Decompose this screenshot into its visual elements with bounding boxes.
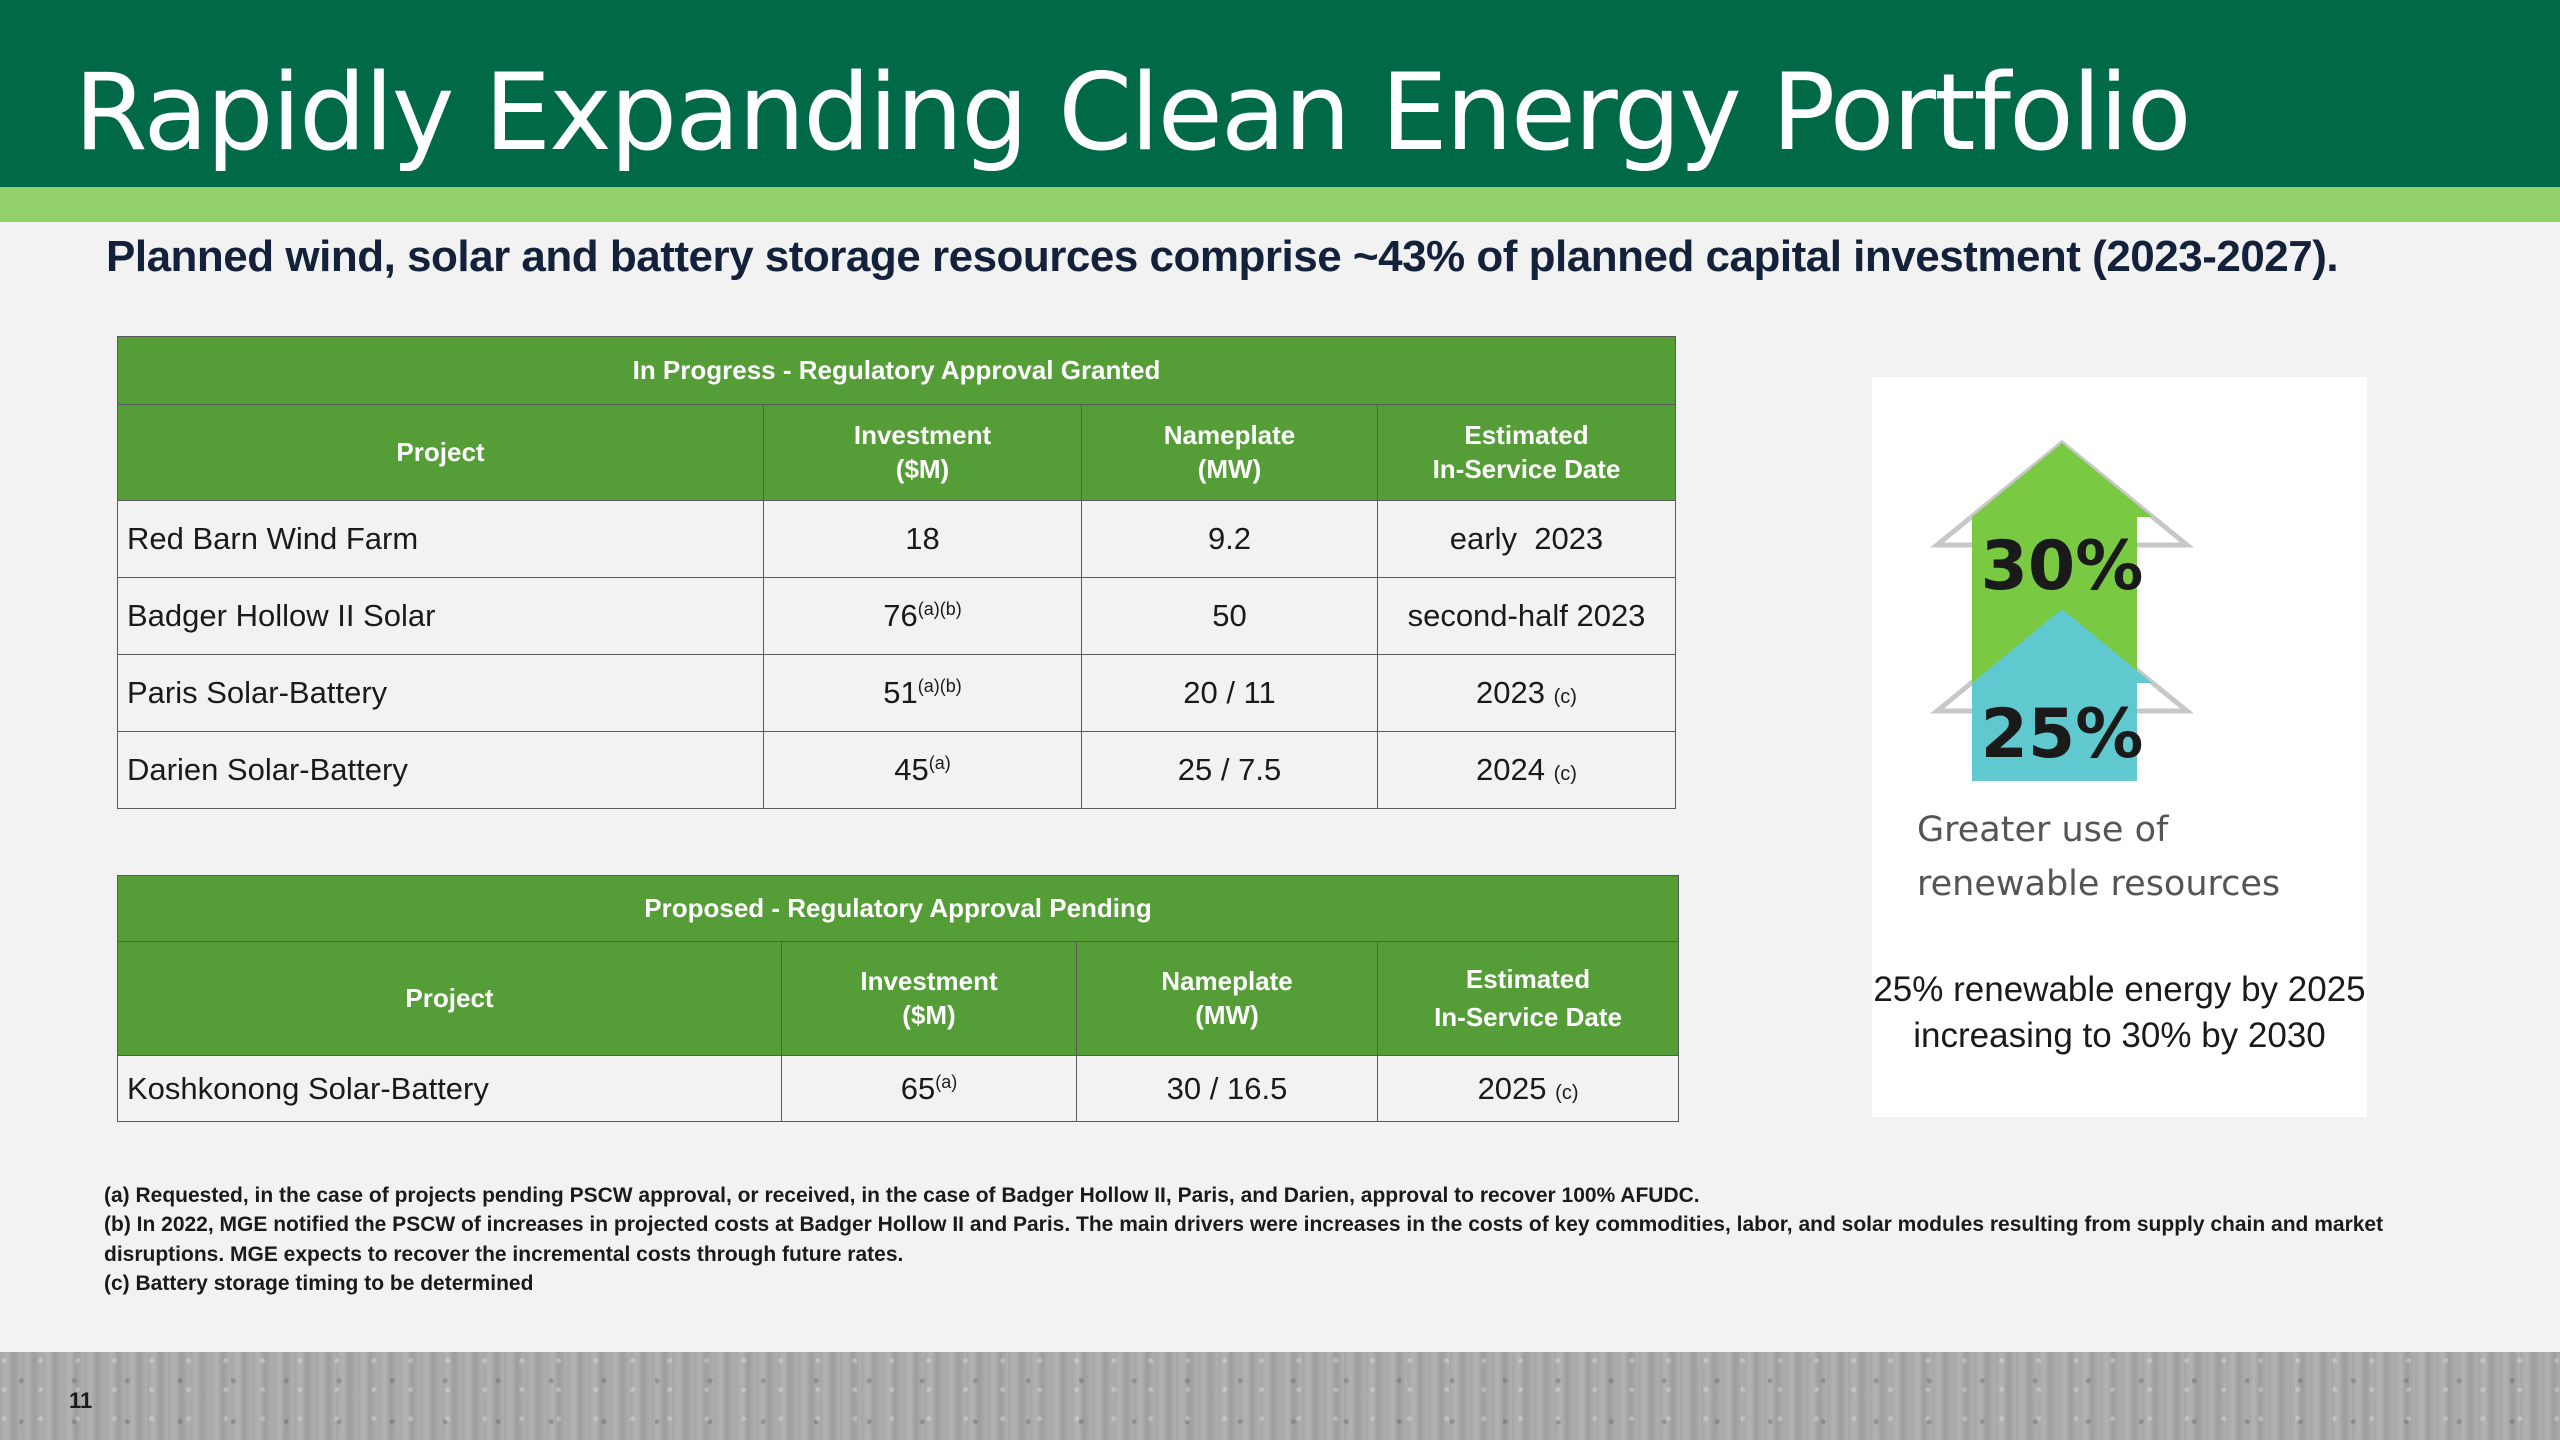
investment-cell: 51(a)(b) [763,654,1082,732]
investment-cell: 65(a) [781,1055,1077,1122]
in-service-date-cell: 2024 (c) [1377,731,1676,809]
slide-subtitle: Planned wind, solar and battery storage … [106,232,2339,281]
column-header-in-service-date: Estimated In-Service Date [1376,941,1680,1056]
in-progress-projects-table: In Progress - Regulatory Approval Grante… [117,336,1676,809]
nameplate-cell: 30 / 16.5 [1076,1055,1378,1122]
title-bar [0,0,2560,187]
table-row: Red Barn Wind Farm 18 9.2 early 2023 [117,500,1676,578]
table-caption: Proposed - Regulatory Approval Pending [116,875,1680,942]
column-header-project: Project [117,941,782,1056]
arrow-top-label: 30% [1981,527,2144,606]
project-name: Red Barn Wind Farm [117,500,764,578]
footer-texture-band [0,1352,2560,1440]
renewable-target-text: 25% renewable energy by 2025 increasing … [1872,967,2367,1058]
project-name: Badger Hollow II Solar [117,577,764,655]
graphic-caption-line1: Greater use of [1917,810,2169,850]
investment-cell: 76(a)(b) [763,577,1082,655]
column-header-nameplate: Nameplate (MW) [1076,941,1378,1056]
investment-cell: 18 [763,500,1082,578]
renewable-arrows-graphic: 30% 25% [1929,439,2195,781]
graphic-caption-line2: renewable resources [1917,864,2281,904]
project-name: Koshkonong Solar-Battery [117,1055,782,1122]
renewable-target-line1: 25% renewable energy by 2025 [1873,970,2366,1009]
column-header-project: Project [117,404,764,501]
footnotes: (a) Requested, in the case of projects p… [104,1181,2504,1299]
slide-title: Rapidly Expanding Clean Energy Portfolio [74,51,2192,174]
column-header-investment: Investment ($M) [781,941,1077,1056]
project-name: Darien Solar-Battery [117,731,764,809]
in-service-date-cell: 2023 (c) [1377,654,1676,732]
in-service-date-cell: 2025 (c) [1376,1055,1680,1122]
renewable-goals-panel: 30% 25% Greater use of renewable resourc… [1872,377,2367,1117]
table-row: Darien Solar-Battery 45(a) 25 / 7.5 2024… [117,731,1676,809]
nameplate-cell: 50 [1081,577,1378,655]
renewable-target-line2: increasing to 30% by 2030 [1913,1015,2326,1055]
nameplate-cell: 9.2 [1081,500,1378,578]
investment-cell: 45(a) [763,731,1082,809]
green-up-arrow-icon [1972,443,2152,707]
table-caption: In Progress - Regulatory Approval Grante… [117,336,1676,405]
column-header-nameplate: Nameplate (MW) [1081,404,1378,501]
footnote-a: (a) Requested, in the case of projects p… [104,1184,1700,1207]
arrow-bottom-label: 25% [1981,695,2144,774]
teal-up-arrow-icon [1972,609,2152,781]
project-name: Paris Solar-Battery [117,654,764,732]
in-service-date-cell: early 2023 [1377,500,1676,578]
column-header-in-service-date: Estimated In-Service Date [1377,404,1676,501]
table-row: Badger Hollow II Solar 76(a)(b) 50 secon… [117,577,1676,655]
proposed-projects-table: Proposed - Regulatory Approval Pending P… [116,875,1680,1122]
table-row: Paris Solar-Battery 51(a)(b) 20 / 11 202… [117,654,1676,732]
nameplate-cell: 25 / 7.5 [1081,731,1378,809]
in-service-date-cell: second-half 2023 [1377,577,1676,655]
table-row: Koshkonong Solar-Battery 65(a) 30 / 16.5… [117,1055,1680,1122]
title-accent-stripe [0,187,2560,222]
column-header-investment: Investment ($M) [763,404,1082,501]
page-number: 11 [69,1388,93,1413]
footnote-c: (c) Battery storage timing to be determi… [104,1272,534,1296]
footnote-b: (b) In 2022, MGE notified the PSCW of in… [104,1213,2384,1266]
nameplate-cell: 20 / 11 [1081,654,1378,732]
